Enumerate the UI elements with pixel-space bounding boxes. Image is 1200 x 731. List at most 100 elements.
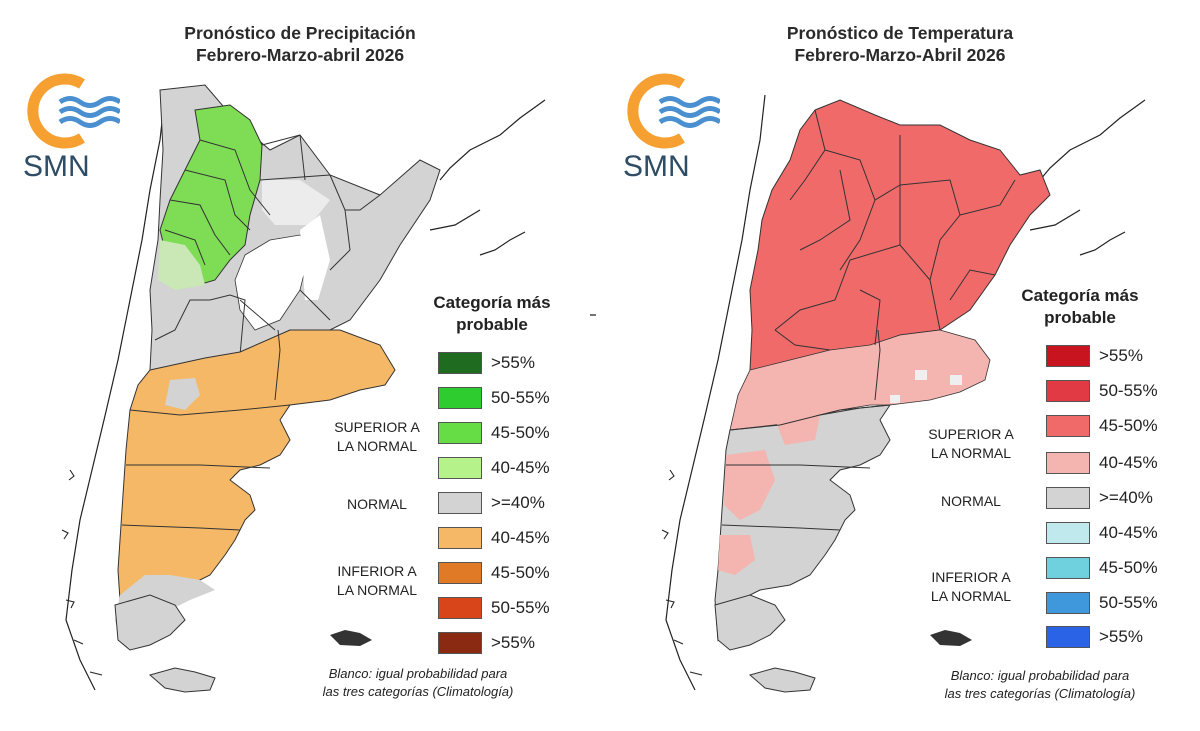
category-superior-line-2: LA NORMAL	[336, 438, 418, 454]
category-superior-label: SUPERIOR A LA NORMAL	[916, 425, 1026, 463]
legend-swatch	[438, 422, 482, 444]
legend-label: >55%	[491, 353, 535, 372]
category-superior-label: SUPERIOR A LA NORMAL	[322, 418, 432, 456]
smn-logo-icon	[27, 73, 122, 149]
map-title: Pronóstico de Temperatura Febrero-Marzo-…	[680, 22, 1120, 66]
legend-label: >55%	[1099, 346, 1143, 365]
warm-patch-west	[724, 450, 775, 520]
warm-patch-center	[775, 415, 820, 445]
province-borders-north	[774, 109, 1016, 351]
climatology-note: Blanco: igual probabilidad para las tres…	[283, 665, 553, 701]
title-line-1: Pronóstico de Temperatura	[786, 23, 1014, 43]
wet-anomaly-northwest	[159, 104, 263, 286]
title-line-2: Febrero-Marzo-Abril 2026	[794, 45, 1006, 65]
temperature-map	[661, 94, 1146, 693]
legend-title-line-2: probable	[456, 315, 528, 334]
malvinas-islands	[930, 630, 972, 646]
legend-swatch	[1046, 592, 1090, 614]
legend-label: 50-55%	[1099, 381, 1158, 400]
category-inferior-line-1: INFERIOR A	[931, 569, 1011, 585]
legend-label: 40-45%	[1099, 453, 1158, 472]
legend-swatch	[438, 562, 482, 584]
province-borders-south	[721, 329, 891, 531]
smn-logo-icon	[627, 73, 722, 149]
legend-label: 45-50%	[491, 563, 550, 582]
legend-swatch	[1046, 415, 1090, 437]
climatology-white-strip	[262, 180, 330, 225]
category-inferior-label: INFERIOR A LA NORMAL	[322, 562, 432, 600]
category-superior-line-1: SUPERIOR A	[928, 426, 1014, 442]
tierra-del-fuego	[748, 667, 816, 693]
province-borders-south	[121, 329, 291, 531]
title-line-1: Pronóstico de Precipitación	[184, 23, 416, 43]
legend-label: 40-45%	[1099, 523, 1158, 542]
chile-coastline	[665, 94, 766, 691]
climatology-note: Blanco: igual probabilidad para las tres…	[905, 667, 1175, 703]
title-line-2: Febrero-Marzo-abril 2026	[195, 45, 405, 65]
legend-swatch	[438, 352, 482, 374]
province-borders-north	[154, 134, 381, 356]
legend-swatch	[438, 632, 482, 654]
tierra-del-fuego	[148, 667, 216, 693]
note-line-1: Blanco: igual probabilidad para	[328, 666, 508, 681]
legend-label: 50-55%	[491, 388, 550, 407]
legend-label: 40-45%	[491, 458, 550, 477]
chile-coastline	[65, 94, 166, 691]
legend-swatch	[438, 387, 482, 409]
far-south-region	[114, 594, 186, 651]
category-superior-line-2: LA NORMAL	[930, 445, 1012, 461]
legend-title: Categoría más probable	[980, 285, 1180, 329]
legend-title-line-1: Categoría más	[1021, 286, 1139, 305]
smn-logo: SMN	[620, 72, 722, 192]
warm-patch-southwest	[718, 535, 755, 575]
legend-swatch	[1046, 557, 1090, 579]
category-inferior-line-2: LA NORMAL	[930, 588, 1012, 604]
legend-label: >55%	[491, 633, 535, 652]
legend-title-line-1: Categoría más	[433, 293, 551, 312]
island-shapes	[61, 469, 103, 676]
temperature-forecast-panel: Pronóstico de Temperatura Febrero-Marzo-…	[600, 0, 1200, 731]
category-inferior-line-2: LA NORMAL	[336, 582, 418, 598]
note-line-2: las tres categorías (Climatología)	[944, 686, 1136, 701]
legend-label: 45-50%	[491, 423, 550, 442]
legend-label: 45-50%	[1099, 416, 1158, 435]
category-superior-line-1: SUPERIOR A	[334, 419, 420, 435]
legend-swatch	[438, 457, 482, 479]
malvinas-islands	[330, 630, 372, 646]
normal-patch-center	[165, 378, 200, 410]
legend-title: Categoría más probable	[392, 292, 592, 336]
legend-label: >=40%	[491, 493, 545, 512]
climatology-white-area	[234, 234, 311, 331]
wet-anomaly-light	[158, 240, 205, 290]
precipitation-map	[61, 84, 596, 693]
note-line-1: Blanco: igual probabilidad para	[950, 668, 1130, 683]
legend-swatch	[1046, 522, 1090, 544]
island-shapes	[661, 469, 703, 676]
category-inferior-line-1: INFERIOR A	[337, 563, 417, 579]
legend-label: 50-55%	[1099, 593, 1158, 612]
east-coastline	[429, 99, 596, 316]
legend-label: >=40%	[1099, 488, 1153, 507]
smn-logo: SMN	[20, 72, 122, 192]
legend-label: 45-50%	[1099, 558, 1158, 577]
legend-swatch	[438, 597, 482, 619]
smn-logo-text: SMN	[623, 150, 690, 183]
category-inferior-label: INFERIOR A LA NORMAL	[916, 568, 1026, 606]
category-normal-label: NORMAL	[347, 496, 407, 512]
smn-logo-text: SMN	[23, 150, 90, 183]
legend-swatch	[1046, 345, 1090, 367]
east-coastline	[1029, 99, 1146, 256]
legend-label: 50-55%	[491, 598, 550, 617]
legend-swatch	[1046, 452, 1090, 474]
precipitation-forecast-panel: Pronóstico de Precipitación Febrero-Marz…	[20, 22, 596, 701]
legend-label: >55%	[1099, 627, 1143, 646]
legend-swatch	[438, 527, 482, 549]
map-title: Pronóstico de Precipitación Febrero-Marz…	[80, 22, 520, 66]
legend-swatch	[1046, 626, 1090, 648]
legend-swatch	[1046, 487, 1090, 509]
category-normal-label: NORMAL	[941, 493, 1001, 509]
legend-title-line-2: probable	[1044, 308, 1116, 327]
legend-swatch	[1046, 380, 1090, 402]
climatology-white-east	[300, 215, 330, 300]
climatology-white-spots	[890, 370, 962, 403]
